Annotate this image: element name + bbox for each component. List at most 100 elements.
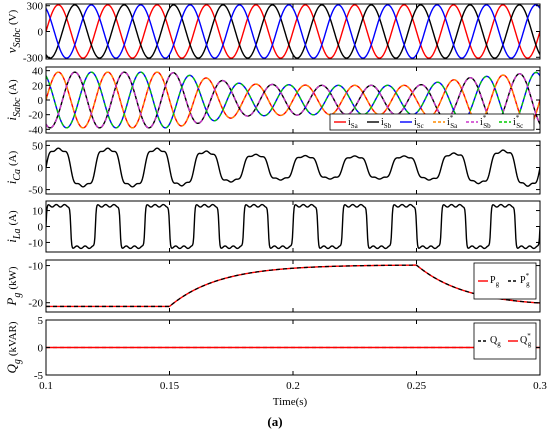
panel-ila: 10 0 -10 iLa (A) xyxy=(4,200,541,253)
y-label-unit: (kW) xyxy=(7,266,19,290)
y-tick-label: -50 xyxy=(28,185,43,197)
legend-label-base: i xyxy=(381,117,384,128)
y-tick-label: 40 xyxy=(32,66,44,78)
legend-label-base: P xyxy=(520,275,526,286)
legend-label: Q* g xyxy=(520,332,532,348)
y-tick-label: -5 xyxy=(34,370,44,382)
y-axis-label-vs: vSabc (V) xyxy=(4,9,23,53)
y-label-symbol: Q xyxy=(4,364,19,374)
legend-label-sup: * xyxy=(450,114,454,122)
legend-label-base: i xyxy=(480,117,483,128)
y-tick-label: -300 xyxy=(23,52,44,64)
y-tick-label: -20 xyxy=(28,110,43,122)
y-label-subscript: g xyxy=(12,293,23,298)
y-tick-label: -20 xyxy=(28,298,43,310)
y-axis-label-qg: Qg (kVAR) xyxy=(4,321,23,373)
y-tick-label: -10 xyxy=(28,261,43,273)
series-line-i*_Sb xyxy=(46,71,540,129)
y-label-subscript: Ca xyxy=(12,169,23,181)
x-tick-label: 0.2 xyxy=(286,380,300,392)
legend-box xyxy=(329,113,535,131)
series-line-i*_Sa xyxy=(46,71,540,129)
legend-is: iSa iSb iSc i* Sa i* Sb i* Sc xyxy=(329,113,535,131)
y-tick-label: 50 xyxy=(32,140,44,152)
x-axis-label: Time(s) xyxy=(273,396,308,408)
y-tick-label: 0 xyxy=(38,343,44,355)
series-line-i_Ca xyxy=(46,147,540,188)
legend-label-sub: g xyxy=(497,340,501,348)
legend-label-base: i xyxy=(447,117,450,128)
y-label-symbol: i xyxy=(4,239,19,243)
legend-label-base: P xyxy=(490,275,496,286)
legend-label-sup: * xyxy=(483,114,487,122)
y-tick-label: -40 xyxy=(28,124,43,136)
series-line-P*_g xyxy=(46,264,540,308)
legend-label-sub: Sb xyxy=(483,122,491,130)
y-label-subscript: Sabc xyxy=(12,97,23,117)
y-tick-label: 10 xyxy=(32,206,44,218)
legend-label: i* Sb xyxy=(480,114,491,130)
x-axis: 0.1 0.15 0.2 0.25 0.3 xyxy=(39,380,547,392)
legend-label: iSc xyxy=(414,117,424,130)
series-line-P_g xyxy=(46,264,540,308)
y-tick-label: 5 xyxy=(38,315,44,327)
panel-qg: 50-5Qg(kVAR) Qg Q* g xyxy=(4,315,541,382)
legend-qg: Qg Q* g xyxy=(473,322,537,360)
panel-ica: 50 0 -50 iCa (A) xyxy=(4,140,541,197)
y-axis-label-ica: iCa (A) xyxy=(4,150,23,184)
y-axis-label-ila: iLa (A) xyxy=(4,210,23,243)
figure-caption: (a) xyxy=(267,414,282,429)
legend-pg: Pg P* g xyxy=(473,262,537,300)
series-line-v_Sb xyxy=(46,4,540,59)
y-label-subscript: La xyxy=(12,229,23,241)
y-label-unit: (A) xyxy=(7,150,19,166)
legend-label: iSb xyxy=(381,117,392,130)
y-label-subscript: g xyxy=(12,359,23,364)
series-line-v_Sa xyxy=(46,4,540,59)
y-tick-label: 300 xyxy=(27,1,44,13)
y-tick-label: 0 xyxy=(38,163,44,175)
y-label-subscript: Sabc xyxy=(12,27,23,47)
legend-label: i* Sc xyxy=(513,114,523,130)
y-label-symbol: i xyxy=(4,180,19,184)
x-tick-label: 0.1 xyxy=(39,380,53,392)
y-tick-label: 0 xyxy=(38,222,44,234)
legend-label: i* Sa xyxy=(447,114,458,130)
legend-label-sub: Sc xyxy=(417,122,424,130)
y-tick-label: 0 xyxy=(38,27,44,39)
legend-label: Qg xyxy=(490,335,501,348)
series-line-i_La xyxy=(46,203,540,250)
x-tick-label: 0.15 xyxy=(160,380,180,392)
y-label-symbol: P xyxy=(4,298,19,307)
y-label-symbol: i xyxy=(4,117,19,121)
y-axis-label-pg: Pg (kW) xyxy=(4,266,23,306)
y-tick-label: 20 xyxy=(32,80,44,92)
legend-label: Pg xyxy=(490,275,500,288)
legend-label-sub: Sa xyxy=(351,122,359,130)
legend-label-sup: * xyxy=(526,272,530,280)
legend-label-sup: * xyxy=(527,332,531,340)
y-tick-label: 0 xyxy=(38,95,44,107)
y-label-symbol: v xyxy=(4,47,19,53)
legend-label: P* g xyxy=(520,272,530,288)
x-tick-label: 0.3 xyxy=(533,380,547,392)
legend-label-sub: Sa xyxy=(450,122,458,130)
y-label-unit: (V) xyxy=(7,9,19,25)
x-tick-label: 0.25 xyxy=(407,380,427,392)
y-label-unit: (kVAR) xyxy=(7,321,19,356)
legend-label-sub: g xyxy=(526,280,530,288)
legend-label-sub: Sb xyxy=(384,122,392,130)
legend-label-base: i xyxy=(513,117,516,128)
y-label-unit: (A) xyxy=(7,79,19,95)
legend-label-base: Q xyxy=(520,335,528,346)
legend-label-sub: Sc xyxy=(516,122,523,130)
y-label-unit: (A) xyxy=(7,210,19,226)
legend-label-sub: g xyxy=(496,280,500,288)
legend-label-sub: g xyxy=(528,340,532,348)
legend-label: iSa xyxy=(348,117,359,130)
y-axis-label-is: iSabc (A) xyxy=(4,79,23,121)
series-line-v_Sc xyxy=(46,4,540,59)
legend-label-sup: * xyxy=(516,114,520,122)
